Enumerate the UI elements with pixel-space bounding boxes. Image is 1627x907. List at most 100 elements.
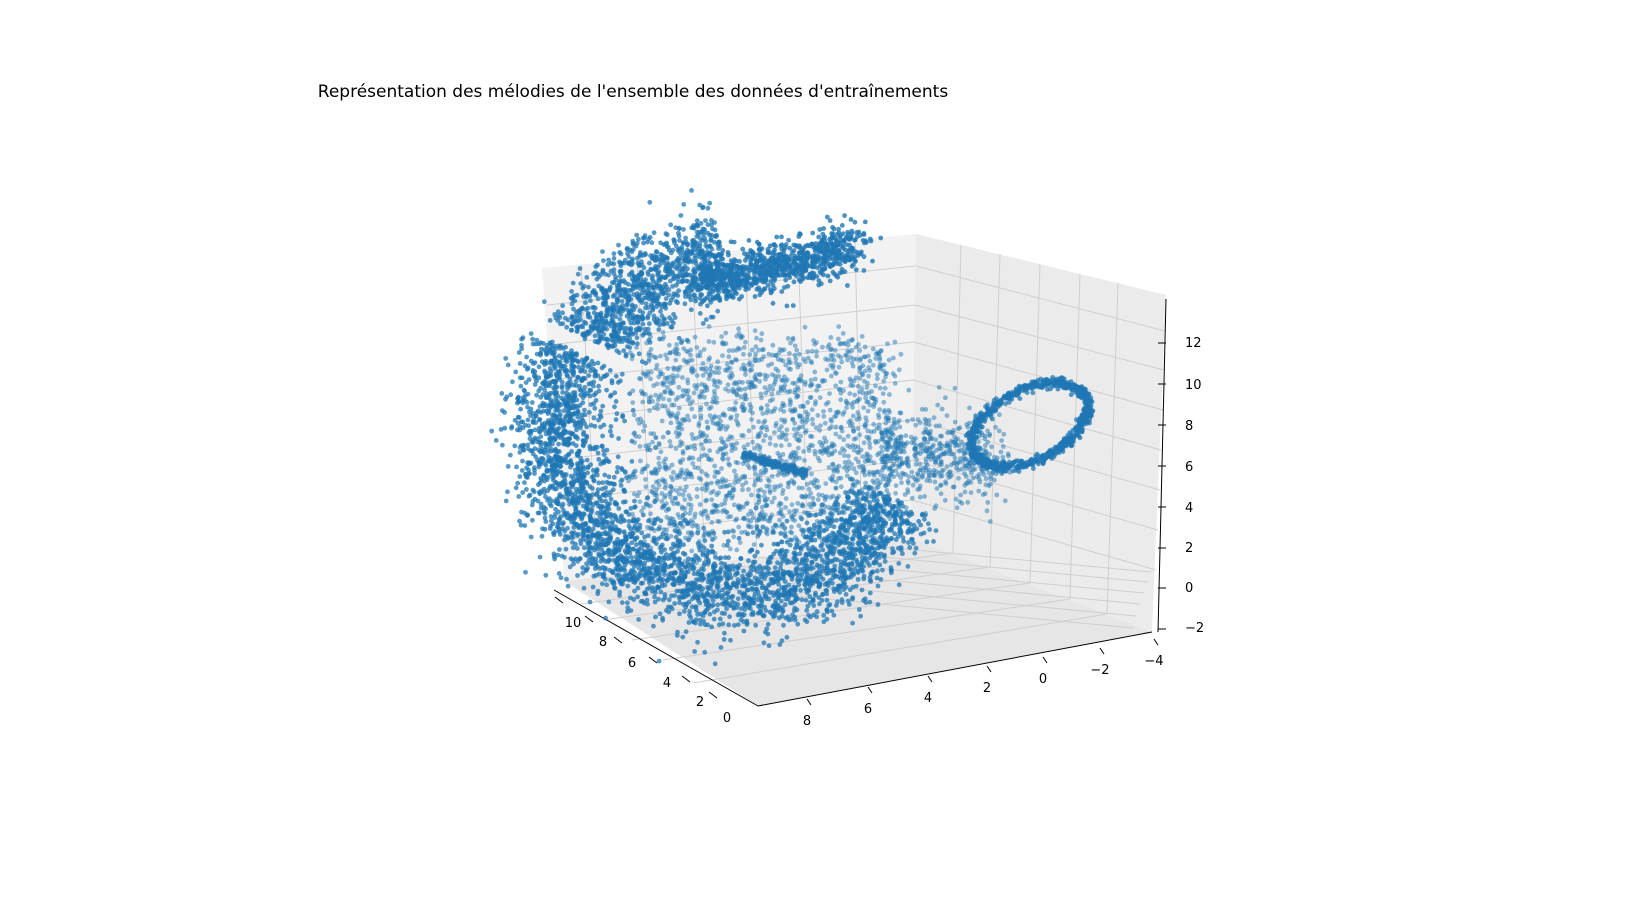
data-point [577, 556, 583, 562]
data-point [602, 298, 608, 304]
data-point [746, 605, 752, 610]
data-point [612, 551, 617, 556]
data-point [680, 634, 686, 640]
data-point [543, 442, 548, 448]
data-point [518, 522, 524, 528]
data-point [599, 547, 605, 553]
data-point [784, 518, 790, 524]
data-point [642, 326, 648, 332]
data-point [705, 303, 710, 309]
data-point [741, 628, 747, 634]
data-point [798, 587, 803, 593]
data-point [489, 428, 495, 434]
data-point [662, 572, 667, 577]
data-point [555, 309, 561, 315]
data-point [647, 290, 652, 296]
data-point [566, 409, 572, 415]
data-point [653, 614, 658, 620]
x-tick-mark [681, 675, 691, 683]
data-point [859, 587, 865, 593]
data-point [562, 368, 568, 374]
data-point [620, 320, 626, 326]
data-point [589, 506, 594, 511]
data-point [500, 442, 505, 448]
data-point [719, 595, 725, 601]
data-point [790, 303, 796, 308]
data-point [761, 565, 767, 571]
x-tick-label: 2 [696, 695, 704, 710]
data-point [633, 304, 638, 309]
data-point [846, 545, 852, 551]
data-point [602, 525, 608, 530]
data-point [621, 278, 627, 284]
data-point [551, 477, 556, 483]
data-point [850, 596, 855, 602]
data-point [831, 612, 837, 618]
data-point [527, 471, 532, 476]
data-point [893, 522, 898, 527]
data-point [725, 538, 731, 544]
data-point [505, 362, 511, 368]
data-point [582, 319, 587, 325]
data-point [629, 540, 635, 546]
data-point [602, 458, 608, 464]
data-point [673, 225, 679, 231]
data-point [700, 552, 706, 558]
data-point [679, 244, 685, 250]
data-point [601, 258, 606, 263]
data-point [710, 314, 716, 320]
data-point [796, 277, 802, 283]
data-point [656, 269, 662, 275]
data-point [537, 480, 543, 486]
data-point [558, 456, 564, 462]
data-point [591, 326, 596, 331]
data-point [615, 562, 621, 568]
data-point [615, 518, 621, 524]
data-point [781, 575, 786, 581]
data-point [630, 331, 635, 337]
data-point [677, 600, 682, 606]
data-point [839, 583, 844, 589]
z-tick-label: 4 [1185, 501, 1193, 516]
data-point [601, 452, 607, 457]
data-point [513, 369, 519, 375]
data-point [787, 542, 793, 548]
data-point [667, 300, 673, 306]
data-point [857, 546, 863, 552]
data-point [640, 310, 646, 316]
data-point [684, 602, 689, 608]
data-point [702, 649, 708, 655]
data-point [569, 348, 574, 354]
data-point [731, 239, 737, 245]
data-point [588, 388, 594, 393]
data-point [683, 564, 689, 570]
data-point [875, 568, 880, 574]
data-point [816, 234, 822, 240]
data-point [530, 517, 535, 523]
data-point [554, 398, 560, 404]
data-point [555, 433, 561, 439]
data-point [683, 569, 689, 575]
data-point [821, 613, 827, 618]
data-point [750, 587, 755, 592]
data-point [578, 422, 584, 428]
data-point [578, 392, 584, 398]
data-point [806, 552, 812, 558]
data-point [593, 290, 598, 296]
data-point [572, 394, 577, 399]
data-point [525, 442, 531, 448]
data-point [594, 468, 600, 474]
data-point [577, 383, 583, 389]
data-point [546, 383, 552, 389]
data-point [599, 443, 605, 449]
y-axis-line [757, 631, 1153, 707]
data-point [572, 423, 578, 428]
data-point [791, 279, 797, 285]
data-point [526, 377, 532, 382]
data-point [713, 594, 719, 600]
data-point [715, 607, 720, 613]
data-point [701, 545, 707, 551]
data-point [773, 572, 778, 578]
data-point [518, 383, 524, 389]
data-point [616, 506, 622, 511]
